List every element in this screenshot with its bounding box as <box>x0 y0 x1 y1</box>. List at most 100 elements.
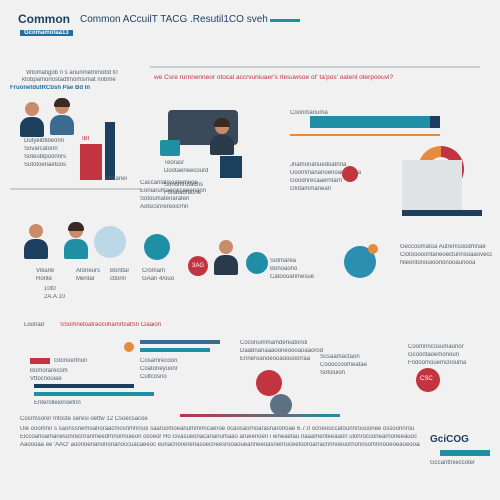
list-item: Sovarcatonn <box>24 146 58 152</box>
list-item: Dutyeibtibeonn <box>24 138 65 144</box>
right-mid: Geccoomatoa Aut/emsoodmnae Clotooooontan… <box>330 240 495 300</box>
person-avatar <box>64 222 88 259</box>
section5-right-line: Sotoluion <box>320 370 346 376</box>
section4-line: Eoniarumaeciccaeenann <box>140 188 207 194</box>
person-avatar <box>20 102 44 137</box>
header: Common Common ACcuilT TACG .Resutil1CO s… <box>0 0 500 40</box>
section2-label: Foltatabraone <box>164 190 202 196</box>
chart-bar <box>80 144 102 180</box>
people-row: Vitiarle Ronte Atoneurs Mentar Bonttar c… <box>18 220 318 310</box>
section2-label: Teorasr <box>164 160 185 166</box>
section4-line: Caccanlatisoatemnoe <box>140 180 198 186</box>
label-bar <box>30 358 50 364</box>
people-sub: Ronte <box>36 276 53 282</box>
section5-line: Bomorarecom <box>30 368 68 374</box>
section5: Loonad SSomnetoatraocohamrtoatSn Ciaaion… <box>20 318 490 418</box>
right-mid-line: Clotooooontaneoectunnsoaaovecc <box>400 252 493 258</box>
section4: Caccanlatisoatemnoe Eoniarumaeciccaeenan… <box>140 180 260 210</box>
section3-line: Goodnrecaaerntarn <box>290 178 343 184</box>
center-mid-line: Bonoaono <box>270 266 298 272</box>
section2-label: Dootaeneecourd <box>164 168 209 174</box>
logo-text: GciCOG <box>430 434 469 445</box>
people-label: Vitiarle <box>36 268 55 274</box>
stack-bar <box>140 340 220 344</box>
people-sub: ctlonn <box>110 276 127 282</box>
section5-right-line: Scsaamactaon <box>320 354 360 360</box>
section5-far-right: Coomnncosumaonor <box>408 344 464 350</box>
section2: Teorasr Dootaeneecourd Sonontrutadns Fol… <box>160 100 290 200</box>
horizontal-bar <box>310 116 430 128</box>
person-avatar <box>50 98 74 135</box>
orange-dot <box>124 342 134 352</box>
header-subtitle: Common ACcuilT TACG .Resutil1CO sveh <box>80 14 268 25</box>
section1-footer: Trotaner <box>105 176 128 182</box>
people-mid-label: GAan 4/ouo <box>142 276 175 282</box>
banner: we Csre rurnnenneor otocal accrvuniuaer'… <box>150 66 480 81</box>
center-mid-line: Sotmarea <box>270 258 297 264</box>
desk-accent <box>160 140 180 156</box>
section5-line: Gtonoertnon <box>54 358 88 364</box>
side-panel <box>402 160 462 210</box>
section4-line: Sotoumatenaraten <box>140 196 190 202</box>
badge-circle: CSC <box>416 368 440 392</box>
person-avatar <box>214 240 238 275</box>
people-sub: Mentar <box>76 276 95 282</box>
section3: Coonmanuma Jnamonanuedoatnna Uoommananoe… <box>290 110 490 220</box>
stack-label: Cosamrecoon <box>140 358 178 364</box>
section5-mid-line: Daabnanaaaooneoooaoaaorod <box>240 348 324 354</box>
chart-bar <box>220 156 242 178</box>
list-item: Sutotoenaetuos <box>24 162 67 168</box>
stack-label: Coatoneyuonr <box>140 366 178 372</box>
gray-circle <box>270 394 292 416</box>
header-accent-bar <box>270 19 300 22</box>
section5-heading2: SSomnetoatraocohamrtoatSn Ciaaion <box>60 322 162 328</box>
person-avatar <box>210 118 234 155</box>
people-mid-label: Cromam <box>142 268 166 274</box>
teal-circle <box>246 252 268 274</box>
sun-icon <box>368 244 378 254</box>
section5-heading: Loonad <box>24 322 45 328</box>
section1-line: Wtomatigob n s anunmetrimobd t0 <box>26 70 118 76</box>
center-mid-line: Catoooanmesue <box>270 274 315 280</box>
chip-text: 3AG <box>192 263 205 269</box>
center-mid: Sotmarea Bonoaono Catoooanmesue <box>270 258 350 298</box>
section5-far-right: Fndoomouemcnouma <box>408 360 467 366</box>
section1: Wtomatigob n s anunmetrimobd t0 ktobpamo… <box>10 64 145 194</box>
stack-bar <box>140 348 210 352</box>
horizontal-bar <box>430 116 440 128</box>
panel-bar <box>402 210 482 216</box>
horizontal-bar <box>34 392 154 396</box>
person-avatar <box>24 224 48 259</box>
section4-line: Aotscsnrereoicrnn <box>140 204 189 210</box>
section3-line: Uoommananoenoaodnnda <box>290 170 362 176</box>
badge-text: CSC <box>420 376 433 382</box>
teal-circle <box>144 234 170 260</box>
header-title: Common <box>18 12 70 26</box>
right-mid-line: Nleontonouioononooaunooa <box>400 260 476 266</box>
section2-label: Sonontrutadns <box>164 182 204 188</box>
section3-line: Coonmanuma <box>290 110 328 116</box>
people-label: Bonttar <box>110 268 130 274</box>
section5-mid-line: Enneroanoeooaoouoorraa <box>240 356 311 362</box>
section5-line: Vttocnouiae <box>30 376 62 382</box>
bottom-para: Elccoanoamanesonrecnranmeedrnnonnuieon o… <box>20 434 417 440</box>
right-mid-line: Geccoomatoa Aut/emsoodmnae <box>400 244 486 250</box>
section5-far-right: Gcoontaoemonoun <box>408 352 460 358</box>
section1-label: IBI <box>82 136 90 142</box>
horizontal-bar <box>34 384 134 388</box>
divider <box>10 188 140 190</box>
bottom-para: Aaoooaa ee 'AAO' aoonoenanononanoccuacae… <box>20 442 420 448</box>
divider <box>290 134 440 136</box>
section5-right-line: Coooccoomeatae <box>320 362 368 368</box>
logo-sub: Gccanttnieccoter <box>430 460 476 466</box>
banner-text: we Csre rurnnenneor otocal accrvuniuaer'… <box>154 74 394 81</box>
red-dot <box>342 166 358 182</box>
bar-label: Enterolleionoetnn <box>34 400 81 406</box>
bottom-para: Uie ooomnn s saonssnemoanoraacmosnmnnsoi… <box>20 426 415 432</box>
people-value: 10t0 <box>44 286 56 292</box>
section3-line: Glotammanean <box>290 186 332 192</box>
stack-label: Cultcosno <box>140 374 167 380</box>
section1-line: ktobpamorlostadtmomsimat nnbme <box>22 77 116 83</box>
gradient-bar <box>180 414 340 417</box>
people-value: 2A.A 10 <box>44 294 66 300</box>
